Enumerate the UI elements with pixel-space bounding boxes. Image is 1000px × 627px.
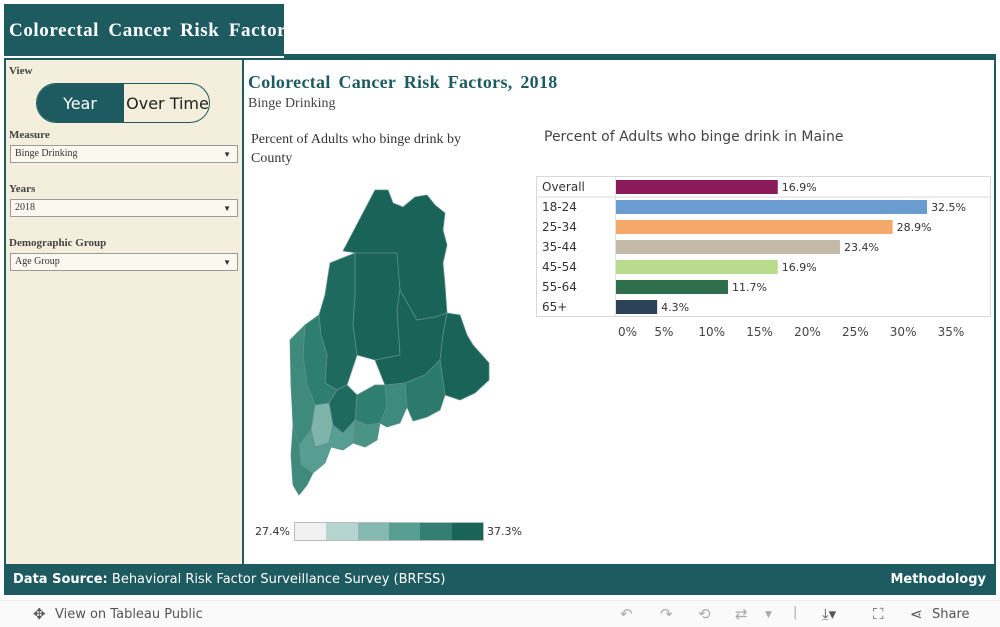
view-toggle[interactable]: Year Over Time bbox=[36, 83, 210, 123]
x-tick-label: 15% bbox=[746, 325, 773, 339]
county-knox[interactable] bbox=[379, 382, 408, 428]
demographic-value: Age Group bbox=[15, 256, 60, 267]
county-washington[interactable] bbox=[439, 312, 490, 401]
bar-category-label: 45-54 bbox=[542, 260, 577, 274]
chevron-down-icon: ▼ bbox=[223, 204, 231, 213]
bar-value-label: 28.9% bbox=[897, 221, 932, 234]
legend-swatch bbox=[388, 523, 421, 540]
bar bbox=[616, 300, 658, 314]
bar-value-label: 16.9% bbox=[782, 181, 817, 194]
legend-swatch bbox=[451, 523, 483, 540]
x-tick-label: 0% bbox=[618, 325, 637, 339]
dashboard-title: Colorectal Cancer Risk Factors bbox=[9, 20, 295, 41]
page-subtitle: Binge Drinking bbox=[248, 96, 336, 111]
sidebar-divider bbox=[242, 60, 244, 564]
bar bbox=[616, 200, 928, 214]
legend-swatch bbox=[420, 523, 452, 540]
toggle-over-time-option[interactable]: Over Time bbox=[123, 84, 209, 122]
demographic-label: Demographic Group bbox=[9, 237, 107, 249]
download-icon[interactable]: ⤓▾ bbox=[822, 605, 837, 623]
chevron-down-icon: ▼ bbox=[223, 150, 231, 159]
legend-swatch bbox=[357, 523, 389, 540]
x-tick-label: 10% bbox=[698, 325, 725, 339]
share-button[interactable]: Share bbox=[932, 607, 970, 622]
fullscreen-icon[interactable]: ⛶ bbox=[873, 605, 884, 623]
chevron-down-icon[interactable]: ▼ bbox=[765, 610, 772, 620]
bar bbox=[616, 280, 728, 294]
chart-frame bbox=[536, 176, 991, 317]
bar-category-label: 25-34 bbox=[542, 220, 577, 234]
filter-sidebar bbox=[6, 60, 242, 564]
age-group-bar-chart: Overall 16.9% 18-24 32.5% 25-34 28.9% 35-44 23.… bbox=[536, 176, 991, 339]
bar bbox=[616, 220, 893, 234]
bar-value-label: 4.3% bbox=[661, 301, 689, 314]
x-tick-label: 5% bbox=[654, 325, 673, 339]
revert-icon[interactable]: ⟲ bbox=[698, 605, 711, 623]
view-label: View bbox=[9, 65, 33, 77]
legend-swatch bbox=[326, 523, 358, 540]
bar-category-label: 18-24 bbox=[542, 200, 577, 214]
bar bbox=[616, 180, 778, 194]
x-tick-label: 35% bbox=[938, 325, 965, 339]
legend-max-label: 37.3% bbox=[487, 525, 522, 538]
view-on-tableau-link[interactable]: View on Tableau Public bbox=[55, 607, 203, 622]
measure-dropdown[interactable]: Binge Drinking ▼ bbox=[10, 145, 238, 163]
measure-label: Measure bbox=[9, 129, 50, 141]
legend-swatch bbox=[295, 523, 327, 540]
bar bbox=[616, 240, 840, 254]
color-legend-scale bbox=[294, 522, 484, 541]
separator-icon: | bbox=[793, 605, 798, 620]
methodology-link[interactable]: Methodology bbox=[890, 572, 986, 587]
bar-category-label: Overall bbox=[542, 180, 585, 194]
toggle-year-option[interactable]: Year bbox=[37, 84, 123, 122]
bar-value-label: 32.5% bbox=[931, 201, 966, 214]
tableau-toolbar: ✥ View on Tableau Public ↶ ↷ ⟲ ⇄ ▼ | ⤓▾ … bbox=[0, 600, 1000, 627]
source-text: Behavioral Risk Factor Surveillance Surv… bbox=[111, 572, 446, 587]
bar-value-label: 11.7% bbox=[732, 281, 767, 294]
x-tick-label: 30% bbox=[890, 325, 917, 339]
map-title: Percent of Adults who binge drink by Cou… bbox=[251, 132, 461, 166]
bar-chart-title: Percent of Adults who binge drink in Mai… bbox=[544, 129, 844, 145]
share-icon[interactable]: ⋖ bbox=[910, 605, 923, 623]
demographic-dropdown[interactable]: Age Group ▼ bbox=[10, 253, 238, 271]
refresh-icon[interactable]: ⇄ bbox=[735, 605, 748, 623]
page-title: Colorectal Cancer Risk Factors, 2018 bbox=[248, 72, 558, 92]
years-value: 2018 bbox=[15, 202, 35, 213]
banner-rule bbox=[284, 54, 996, 58]
bar bbox=[616, 260, 778, 274]
bar-category-label: 55-64 bbox=[542, 280, 577, 294]
years-dropdown[interactable]: 2018 ▼ bbox=[10, 199, 238, 217]
legend-min-label: 27.4% bbox=[255, 525, 290, 538]
redo-icon[interactable]: ↷ bbox=[660, 605, 673, 623]
x-tick-label: 25% bbox=[842, 325, 869, 339]
bar-value-label: 16.9% bbox=[782, 261, 817, 274]
county-york[interactable] bbox=[290, 424, 314, 496]
dashboard-banner: Colorectal Cancer Risk Factors bbox=[4, 4, 294, 56]
maine-county-map[interactable] bbox=[285, 185, 495, 500]
bar-value-label: 23.4% bbox=[844, 241, 879, 254]
measure-value: Binge Drinking bbox=[15, 148, 78, 159]
chevron-down-icon: ▼ bbox=[223, 258, 231, 267]
undo-icon[interactable]: ↶ bbox=[620, 605, 633, 623]
bar-category-label: 35-44 bbox=[542, 240, 577, 254]
county-piscataquis[interactable] bbox=[352, 252, 401, 361]
move-icon: ✥ bbox=[33, 605, 46, 623]
data-source-footer: Data Source: Behavioral Risk Factor Surv… bbox=[4, 564, 996, 595]
bar-category-label: 65+ bbox=[542, 300, 567, 314]
years-label: Years bbox=[9, 183, 36, 195]
source-label: Data Source: bbox=[13, 572, 108, 587]
x-tick-label: 20% bbox=[794, 325, 821, 339]
